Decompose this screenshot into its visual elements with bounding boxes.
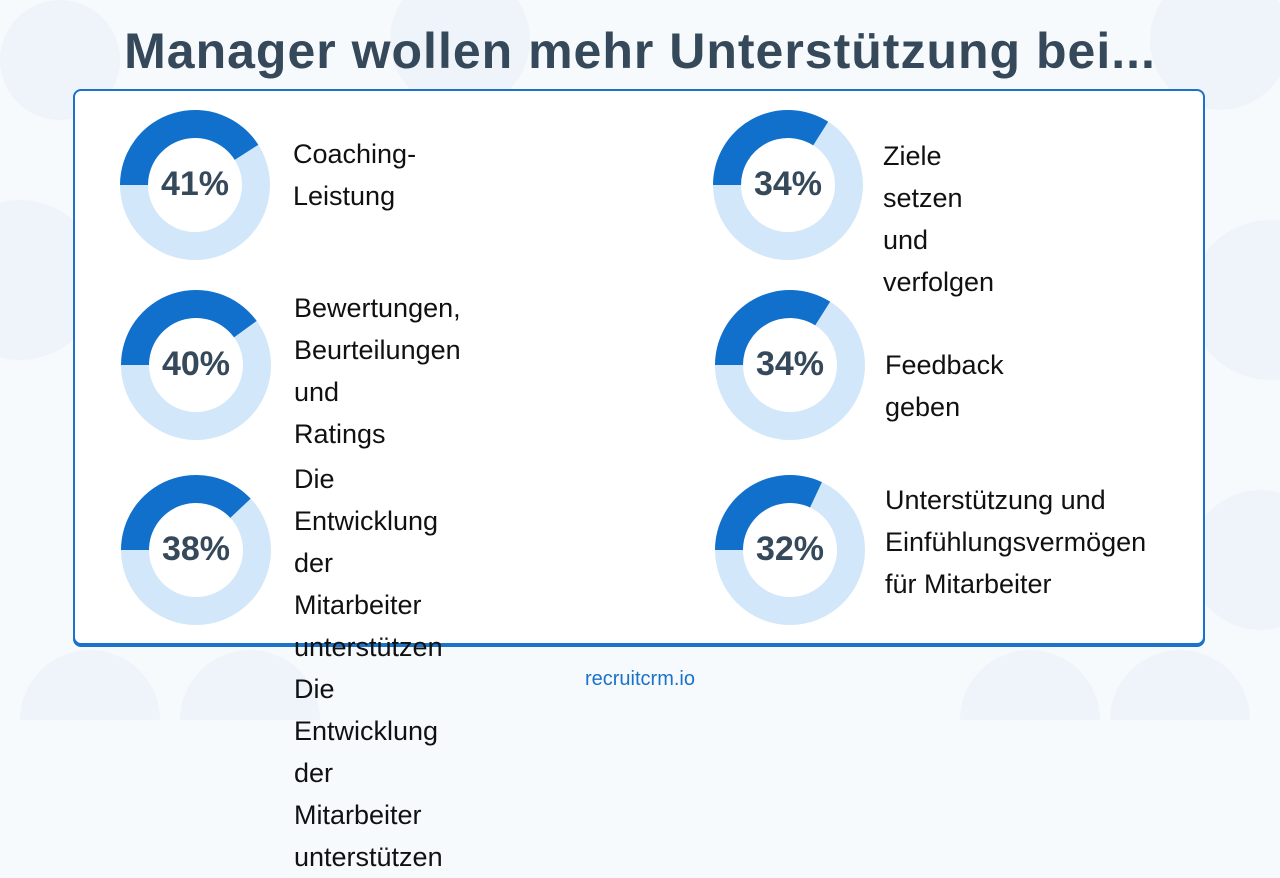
- donut-chart: [715, 475, 865, 625]
- background-pattern: [0, 0, 1280, 720]
- donut-chart: [120, 110, 270, 260]
- donut-category-label: Bewertungen, Beurteilungen und Ratings: [294, 293, 461, 449]
- donut-chart: [715, 290, 865, 440]
- donut-category-label: Ziele setzen und verfolgen: [883, 141, 995, 297]
- donut-percent-label: 40%: [161, 345, 231, 383]
- donut-category-label: Feedback geben: [885, 350, 1004, 422]
- donut-percent-label: 34%: [753, 165, 823, 203]
- donut-chart: [121, 290, 271, 440]
- donut-value-segment: [713, 110, 829, 185]
- donut-chart: [121, 475, 271, 625]
- footer-brand-link[interactable]: recruitcrm.io: [584, 668, 695, 690]
- donut-category-label: Coaching- Leistung: [293, 139, 417, 211]
- donut-value-segment: [715, 290, 831, 365]
- donut-value-segment: [121, 475, 251, 550]
- donut-percent-label: 32%: [755, 530, 825, 568]
- page-title: Manager wollen mehr Unterstützung bei...: [124, 23, 1156, 79]
- donut-chart: [713, 110, 863, 260]
- donut-percent-label: 34%: [755, 345, 825, 383]
- donut-value-segment: [120, 110, 259, 185]
- donut-value-segment: [715, 475, 822, 550]
- donut-percent-label: 41%: [160, 165, 230, 203]
- donut-value-segment: [121, 290, 257, 365]
- donut-category-label: Unterstützung und Einfühlungsvermögen fü…: [885, 485, 1147, 599]
- donut-percent-label: 38%: [161, 530, 231, 568]
